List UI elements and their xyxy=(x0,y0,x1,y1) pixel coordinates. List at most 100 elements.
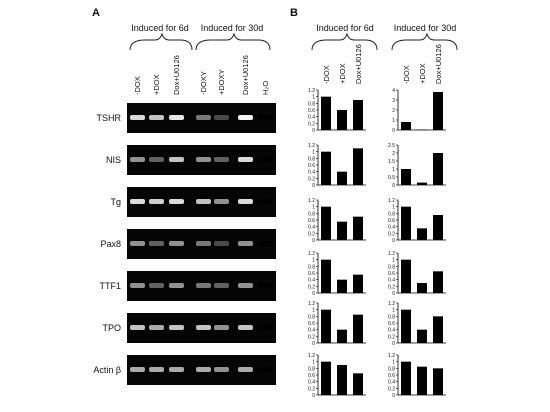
brace xyxy=(391,32,458,51)
y-tick-label: 1.5 xyxy=(388,159,395,165)
gel-band xyxy=(149,115,164,120)
y-tick-label: 1.2 xyxy=(388,198,395,204)
y-tick-label: 0.6 xyxy=(308,108,315,114)
bar xyxy=(353,216,363,240)
gel-band xyxy=(238,115,253,120)
y-tick-label: 1 xyxy=(312,150,315,156)
y-tick-label: 1.2 xyxy=(388,301,395,307)
gel-band xyxy=(214,115,229,120)
gene-label: NIS xyxy=(106,155,121,165)
lane-label: -DOXY xyxy=(199,71,208,95)
bar xyxy=(433,368,443,395)
gel-band xyxy=(169,115,184,120)
y-tick-label: 0.2 xyxy=(308,386,315,392)
gel-band xyxy=(130,157,145,162)
y-tick-label: 1.2 xyxy=(308,143,315,149)
bar xyxy=(353,100,363,130)
bar xyxy=(321,309,331,343)
gel-band xyxy=(214,199,229,204)
y-tick-label: 1.2 xyxy=(308,301,315,307)
y-tick-label: 0.2 xyxy=(308,121,315,127)
gel-band xyxy=(130,115,145,120)
gel-band xyxy=(130,283,145,288)
y-tick-label: 1.2 xyxy=(388,251,395,257)
bar xyxy=(353,148,363,185)
bar xyxy=(433,215,443,240)
y-tick-label: 1 xyxy=(392,308,395,314)
y-tick-label: 0 xyxy=(312,291,315,297)
y-tick-label: 0.8 xyxy=(388,314,395,320)
y-tick-label: 0.2 xyxy=(308,284,315,290)
gel-band xyxy=(196,325,211,330)
gel-band xyxy=(258,241,273,246)
bar xyxy=(337,221,347,240)
gene-label: Pax8 xyxy=(100,239,121,249)
gel-band xyxy=(214,241,229,246)
group-label: Induced for 6d xyxy=(316,23,374,33)
gene-label: Actin β xyxy=(93,365,121,375)
bar xyxy=(321,259,331,293)
y-tick-label: 0.6 xyxy=(308,218,315,224)
bar xyxy=(353,373,363,395)
bar xyxy=(417,182,427,185)
bar xyxy=(417,366,427,395)
y-tick-label: 2 xyxy=(392,151,395,157)
gel-band xyxy=(130,241,145,246)
group-label: Induced for 30d xyxy=(201,23,264,33)
gel-band xyxy=(130,199,145,204)
gel-band xyxy=(149,367,164,372)
y-tick-label: 0 xyxy=(392,393,395,399)
x-category-label: Dox+U0126 xyxy=(434,44,443,84)
gene-label: Tg xyxy=(110,197,121,207)
gel-band xyxy=(130,367,145,372)
y-tick-label: 0.4 xyxy=(308,380,315,386)
lane-label: Dox+U0126 xyxy=(241,55,250,95)
bar xyxy=(321,151,331,185)
y-tick-label: 1 xyxy=(312,360,315,366)
gel-band xyxy=(238,325,253,330)
y-tick-label: 0.6 xyxy=(388,218,395,224)
gel-band xyxy=(214,367,229,372)
x-category-label: Dox+U0126 xyxy=(354,44,363,84)
y-tick-label: 0 xyxy=(392,291,395,297)
gel-band xyxy=(196,367,211,372)
bar xyxy=(321,361,331,395)
gel-band xyxy=(196,241,211,246)
gel-band xyxy=(169,367,184,372)
y-tick-label: 0.4 xyxy=(388,225,395,231)
gene-label: TPO xyxy=(102,323,121,333)
gel-band xyxy=(258,283,273,288)
gel-band xyxy=(196,199,211,204)
panel-label: B xyxy=(290,7,298,19)
gel-band xyxy=(238,199,253,204)
gel-band xyxy=(238,367,253,372)
gel-band xyxy=(214,157,229,162)
y-tick-label: 1.2 xyxy=(308,88,315,94)
gel-band xyxy=(258,115,273,120)
lane-label: +DOXY xyxy=(217,69,226,95)
gene-label: TTF1 xyxy=(100,281,122,291)
brace xyxy=(311,32,378,51)
y-tick-label: 0 xyxy=(312,128,315,134)
x-category-label: +DOX xyxy=(338,63,347,84)
y-tick-label: 0.6 xyxy=(308,321,315,327)
y-tick-label: 0 xyxy=(312,183,315,189)
gel-band xyxy=(149,241,164,246)
y-tick-label: 0.2 xyxy=(308,334,315,340)
gel-band xyxy=(149,199,164,204)
y-tick-label: 0.4 xyxy=(308,225,315,231)
gel-band xyxy=(149,283,164,288)
y-tick-label: 4 xyxy=(392,88,395,94)
y-tick-label: 0.4 xyxy=(308,328,315,334)
bar xyxy=(433,92,443,130)
gel-band xyxy=(258,157,273,162)
brace xyxy=(129,32,193,51)
y-tick-label: 0.6 xyxy=(308,373,315,379)
y-tick-label: 2 xyxy=(392,108,395,114)
y-tick-label: 1.2 xyxy=(308,251,315,257)
y-tick-label: 0.8 xyxy=(308,211,315,217)
y-tick-label: 0 xyxy=(392,183,395,189)
bar xyxy=(401,169,411,185)
y-tick-label: 0 xyxy=(392,128,395,134)
y-tick-label: 0.2 xyxy=(388,334,395,340)
